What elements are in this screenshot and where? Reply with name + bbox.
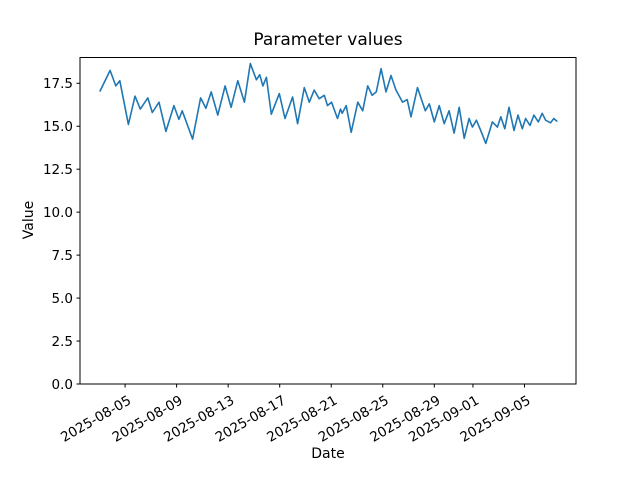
y-tick-label: 2.5 bbox=[52, 334, 73, 350]
y-tick-label: 15.0 bbox=[43, 119, 73, 135]
y-tick-label: 0.0 bbox=[52, 377, 73, 393]
data-line bbox=[99, 62, 558, 145]
y-tick-label: 12.5 bbox=[43, 162, 73, 178]
y-tick-label: 17.5 bbox=[43, 76, 73, 92]
y-tick-label: 10.0 bbox=[43, 205, 73, 221]
x-axis-label: Date bbox=[311, 446, 345, 462]
y-tick-label: 5.0 bbox=[52, 291, 73, 307]
axes-border bbox=[79, 57, 577, 385]
chart-title: Parameter values bbox=[253, 30, 403, 50]
y-axis-label: Value bbox=[21, 200, 37, 240]
y-tick-label: 7.5 bbox=[52, 248, 73, 264]
